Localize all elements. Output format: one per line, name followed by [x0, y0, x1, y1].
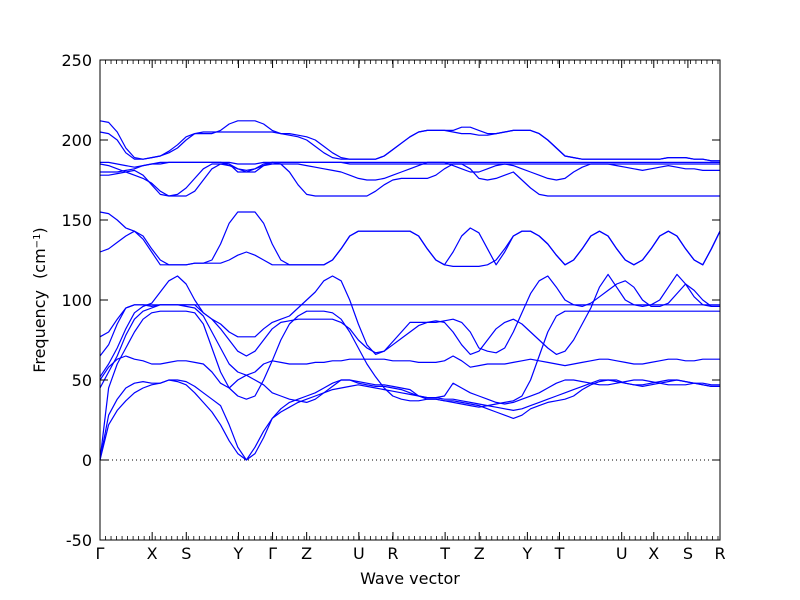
x-tick-label: U [616, 544, 628, 563]
y-tick-label: 100 [61, 291, 92, 310]
x-tick-label: T [439, 544, 450, 563]
y-tick-label: 150 [61, 211, 92, 230]
minor-x-ticks [99, 60, 719, 540]
x-tick-label: X [147, 544, 158, 563]
x-axis-label: Wave vector [360, 569, 460, 588]
y-tick-label: 200 [61, 131, 92, 150]
x-tick-label: Z [474, 544, 485, 563]
x-tick-label: Y [521, 544, 532, 563]
y-tick-label: 250 [61, 51, 92, 70]
y-tick-label: 50 [72, 371, 92, 390]
branch-2 [99, 379, 720, 461]
x-tick-label: Z [301, 544, 312, 563]
x-tick-label: T [554, 544, 565, 563]
branch-10 [99, 211, 721, 266]
y-tick-label: 0 [82, 451, 92, 470]
x-tick-label: R [387, 544, 398, 563]
y-axis-label-text: Frequency [30, 290, 49, 373]
y-unit-close: ) [30, 227, 49, 233]
branch-1 [99, 379, 720, 461]
branch-4 [99, 304, 720, 389]
y-axis-label-unit: (cm−1) [30, 227, 49, 279]
x-tick-label: R [714, 544, 725, 563]
branch-7 [99, 304, 720, 357]
x-tick-label: S [683, 544, 693, 563]
y-unit-exponent: −1 [32, 234, 43, 249]
branch-3 [99, 310, 720, 461]
x-tick-label: Y [233, 544, 244, 563]
y-unit-text: (cm [30, 248, 49, 279]
x-tick-label: U [353, 544, 365, 563]
plot-frame [99, 59, 721, 541]
branch-5 [99, 355, 720, 405]
branch-8 [99, 273, 720, 357]
branch-13 [99, 161, 720, 197]
y-axis-ticks: -50 0 50 100 150 200 250 [61, 51, 720, 550]
dispersion-branches [99, 120, 721, 461]
x-tick-label: Γ [96, 544, 105, 563]
y-axis-label: Frequency (cm−1) [30, 227, 49, 372]
x-tick-label: S [181, 544, 191, 563]
y-tick-label: -50 [66, 531, 92, 550]
branch-15 [99, 129, 720, 162]
branch-16 [99, 120, 720, 162]
x-tick-label: X [648, 544, 659, 563]
x-tick-label: Γ [268, 544, 277, 563]
branch-14 [100, 161, 720, 173]
branch-11 [100, 161, 720, 197]
